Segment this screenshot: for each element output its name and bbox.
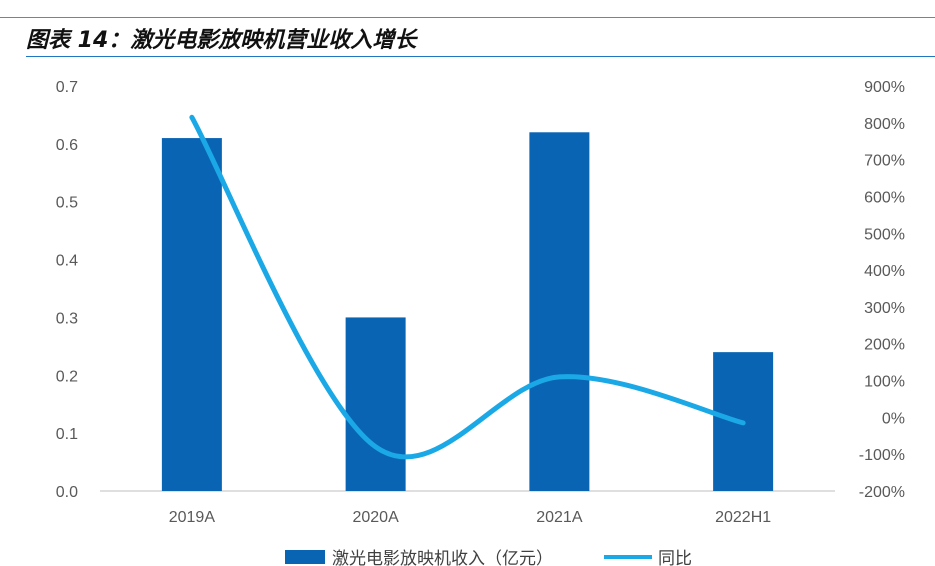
right-tick-label: 200% bbox=[864, 337, 905, 354]
left-tick-label: 0.3 bbox=[56, 310, 78, 327]
yoy-line bbox=[189, 114, 746, 460]
right-tick-label: 300% bbox=[864, 300, 905, 317]
left-axis-ticks: 0.0 0.1 0.2 0.3 0.4 0.5 0.6 0.7 bbox=[56, 79, 78, 501]
right-axis-ticks: -200% -100% 0% 100% 200% 300% 400% 500% 600% 700%… bbox=[859, 79, 905, 501]
left-tick-label: 0.0 bbox=[56, 484, 78, 501]
x-tick-label: 2020A bbox=[352, 509, 399, 526]
legend-bar-swatch bbox=[285, 550, 325, 564]
left-tick-label: 0.1 bbox=[56, 426, 78, 443]
right-tick-label: 600% bbox=[864, 189, 905, 206]
right-tick-label: -200% bbox=[859, 484, 905, 501]
x-tick-label: 2022H1 bbox=[715, 509, 771, 526]
title-underline bbox=[26, 56, 935, 57]
right-tick-label: 100% bbox=[864, 374, 905, 391]
left-tick-label: 0.4 bbox=[56, 253, 78, 270]
bar-series bbox=[161, 132, 774, 492]
right-tick-label: 700% bbox=[864, 153, 905, 170]
right-tick-label: 500% bbox=[864, 226, 905, 243]
left-tick-label: 0.6 bbox=[56, 137, 78, 154]
figure-title: 图表 14：激光电影放映机营业收入增长 bbox=[26, 28, 417, 53]
right-tick-label: 400% bbox=[864, 263, 905, 280]
bar bbox=[529, 132, 590, 492]
right-tick-label: 0% bbox=[882, 410, 905, 427]
x-axis-ticks: 2019A 2020A 2021A 2022H1 bbox=[169, 509, 772, 526]
legend-line-label: 同比 bbox=[658, 549, 692, 566]
legend: 激光电影放映机收入（亿元） 同比 bbox=[285, 549, 692, 566]
right-tick-label: 800% bbox=[864, 116, 905, 133]
x-tick-label: 2021A bbox=[536, 509, 583, 526]
right-tick-label: -100% bbox=[859, 447, 905, 464]
bar bbox=[161, 138, 222, 492]
left-tick-label: 0.5 bbox=[56, 195, 78, 212]
figure-header: 图表 14：激光电影放映机营业收入增长 bbox=[0, 0, 935, 60]
legend-bar-label: 激光电影放映机收入（亿元） bbox=[332, 549, 553, 566]
bar bbox=[345, 317, 406, 491]
left-tick-label: 0.7 bbox=[56, 79, 78, 96]
left-tick-label: 0.2 bbox=[56, 368, 78, 385]
x-tick-label: 2019A bbox=[169, 509, 216, 526]
header-top-rule bbox=[0, 17, 935, 18]
right-tick-label: 900% bbox=[864, 79, 905, 96]
